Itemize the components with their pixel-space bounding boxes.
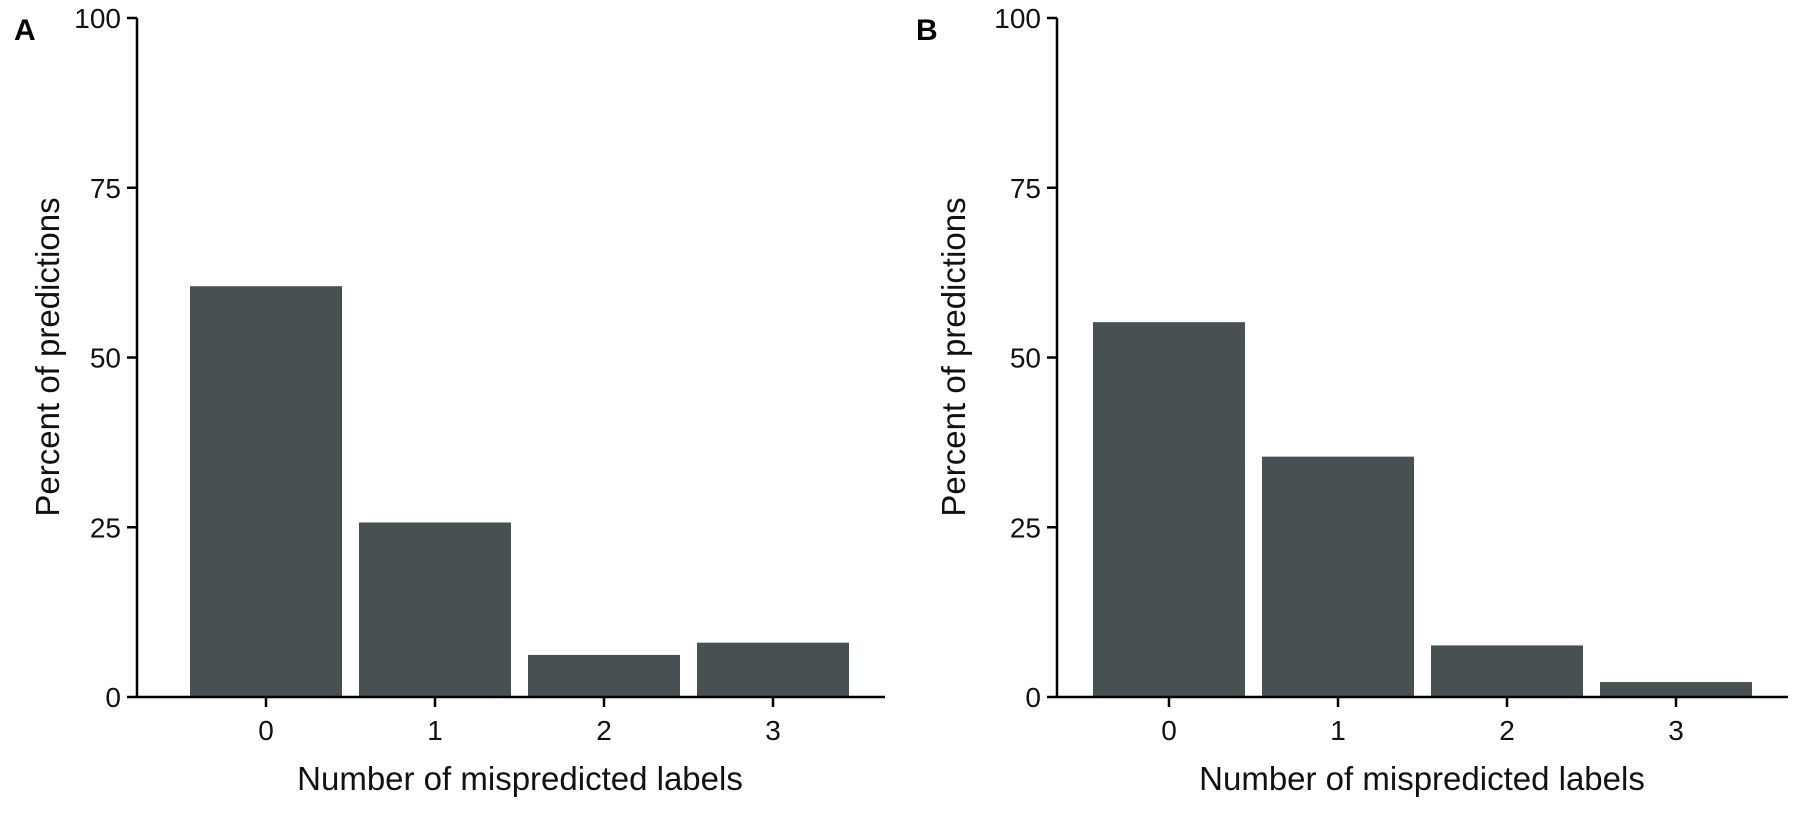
x-tick-label: 1: [1330, 715, 1346, 746]
y-tick-label: 100: [74, 3, 121, 34]
x-ticks: 0 1 2 3: [1161, 697, 1684, 746]
y-tick-label: 75: [1010, 173, 1041, 204]
bar: [190, 286, 342, 697]
panel-letter: B: [916, 14, 938, 47]
bar: [697, 642, 849, 697]
x-tick-label: 0: [1161, 715, 1177, 746]
y-tick-label: 0: [1025, 682, 1041, 713]
x-tick-label: 3: [765, 715, 781, 746]
bar: [528, 654, 680, 697]
bars: [190, 286, 849, 697]
x-tick-label: 2: [1499, 715, 1515, 746]
y-ticks: 0 25 50 75 100: [994, 3, 1057, 713]
y-ticks: 0 25 50 75 100: [74, 3, 137, 713]
y-tick-label: 25: [1010, 512, 1041, 543]
y-axis-title: Percent of predictions: [935, 197, 972, 516]
y-tick-label: 100: [994, 3, 1041, 34]
x-tick-label: 2: [596, 715, 612, 746]
y-tick-label: 75: [90, 173, 121, 204]
bar: [359, 522, 511, 697]
x-axis-title: Number of mispredicted labels: [297, 760, 743, 797]
y-tick-label: 0: [105, 682, 121, 713]
panel-letter: A: [14, 14, 36, 47]
bar: [1093, 322, 1245, 697]
bar: [1431, 645, 1583, 697]
x-tick-label: 1: [427, 715, 443, 746]
y-tick-label: 50: [90, 343, 121, 374]
x-axis-title: Number of mispredicted labels: [1199, 760, 1645, 797]
x-tick-label: 3: [1668, 715, 1684, 746]
y-axis-title: Percent of predictions: [29, 197, 66, 516]
y-tick-label: 25: [90, 512, 121, 543]
bar: [1600, 682, 1752, 697]
bar: [1262, 456, 1414, 697]
x-tick-label: 0: [258, 715, 274, 746]
x-ticks: 0 1 2 3: [258, 697, 781, 746]
chart-panel-a: A 0 25 50 75 100 0 1 2 3 Percent of predictions…: [14, 3, 885, 797]
chart-panel-b: B 0 25 50 75 100 0 1 2 3 Percent of predictions…: [916, 3, 1788, 797]
bars: [1093, 322, 1752, 697]
y-tick-label: 50: [1010, 343, 1041, 374]
